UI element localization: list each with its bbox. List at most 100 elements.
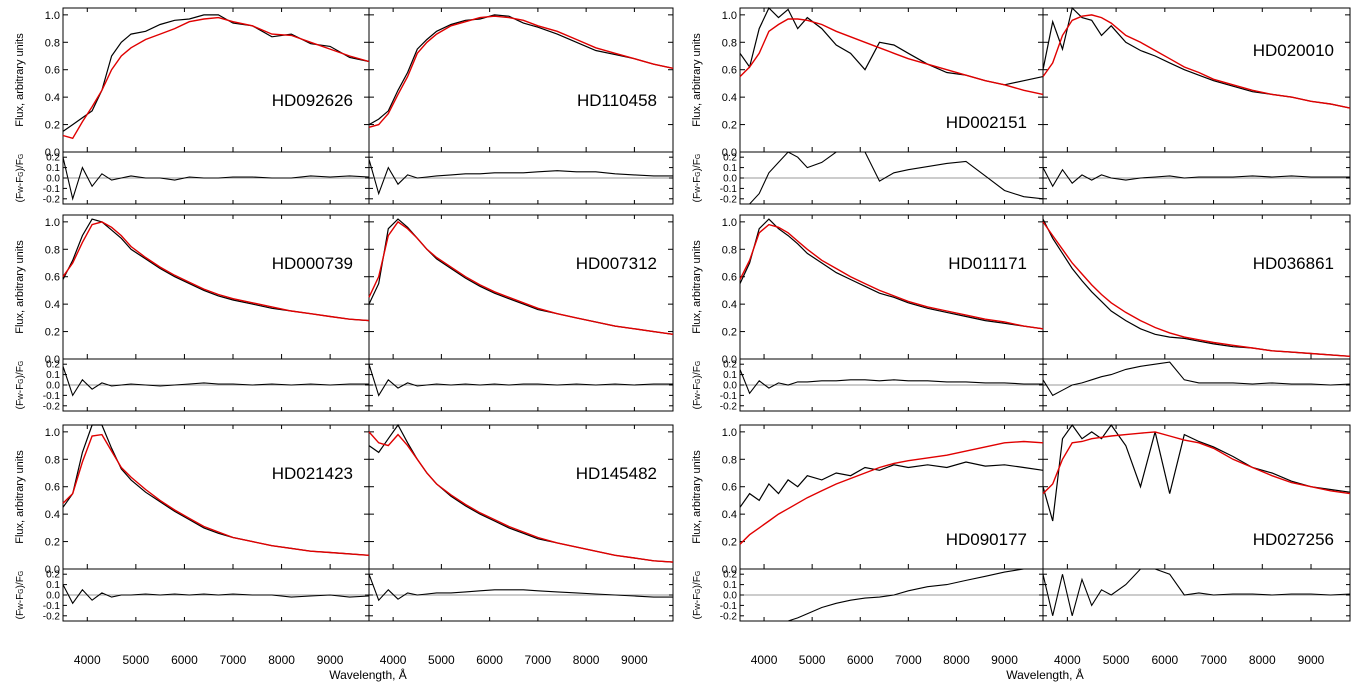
model-spectrum-line <box>62 16 370 140</box>
axis-text: -F <box>15 177 26 186</box>
y-tick-label: 0.1 <box>723 370 737 381</box>
x-axis-title: Wavelength, Å <box>1006 667 1084 682</box>
x-tick-label: 8000 <box>573 653 600 667</box>
axis-subscript: G <box>695 171 702 176</box>
y-tick-label: 0.6 <box>45 65 60 77</box>
model-spectrum-line <box>368 431 674 563</box>
y-tick-label: 0.8 <box>45 454 60 466</box>
y-tick-label: 0.0 <box>46 174 60 185</box>
y-tick-label: 0.2 <box>46 570 60 581</box>
y-tick-label: 0.0 <box>46 591 60 602</box>
x-tick-label: 7000 <box>895 653 922 667</box>
y-tick-label: 0.0 <box>722 147 737 159</box>
y-tick-label: 0.6 <box>722 482 737 494</box>
y-tick-label: 1.0 <box>45 10 60 22</box>
axis-text: )/F <box>692 366 703 378</box>
y-tick-label: -0.1 <box>720 601 738 612</box>
y-tick-label: 0.1 <box>46 580 60 591</box>
observed-spectrum-line <box>62 14 370 132</box>
axis-subscript: G <box>695 154 702 159</box>
observed-spectrum-line <box>1042 423 1351 522</box>
y-tick-label: 1.0 <box>45 217 60 229</box>
y-tick-label: 0.0 <box>45 354 60 366</box>
y-tick-label: 0.2 <box>46 153 60 164</box>
model-spectrum-line <box>1042 221 1351 357</box>
observed-spectrum-line <box>739 218 1044 330</box>
axis-subscript: G <box>18 171 25 176</box>
y-tick-label: 0.4 <box>45 509 60 521</box>
residual-line <box>62 584 370 605</box>
model-spectrum-line <box>368 15 674 128</box>
axis-subscript: W <box>695 603 702 610</box>
x-tick-label: 5000 <box>799 653 826 667</box>
y-tick-label: 0.1 <box>723 580 737 591</box>
flux-axis-title: Flux, arbitrary units <box>691 240 703 334</box>
y-tick-label: -0.2 <box>43 194 61 205</box>
y-tick-label: 0.8 <box>45 244 60 256</box>
y-tick-label: 0.8 <box>45 37 60 49</box>
y-tick-label: -0.1 <box>720 391 738 402</box>
y-tick-label: 0.0 <box>723 381 737 392</box>
observed-spectrum-line <box>62 424 370 556</box>
y-tick-label: -0.2 <box>43 611 61 622</box>
axis-subscript: W <box>695 186 702 193</box>
x-tick-label: 8000 <box>943 653 970 667</box>
flux-frame <box>739 214 1044 360</box>
axis-subscript: G <box>695 571 702 576</box>
y-tick-label: 0.2 <box>723 153 737 164</box>
y-tick-label: 0.6 <box>722 272 737 284</box>
y-tick-label: 1.0 <box>722 427 737 439</box>
y-tick-label: 0.8 <box>722 244 737 256</box>
y-tick-label: 0.4 <box>722 299 737 311</box>
observed-spectrum-line <box>739 461 1044 508</box>
x-tick-label: 5000 <box>1103 653 1130 667</box>
residual-line <box>62 366 369 397</box>
residual-line <box>739 369 1043 395</box>
x-tick-label: 9000 <box>621 653 648 667</box>
x-tick-label: 4000 <box>751 653 778 667</box>
y-tick-label: 0.6 <box>722 65 737 77</box>
y-tick-label: 1.0 <box>722 217 737 229</box>
y-tick-label: 0.0 <box>46 381 60 392</box>
y-tick-label: 0.2 <box>722 120 737 132</box>
axis-text: (F <box>15 610 26 619</box>
star-label: HD021423 <box>272 464 353 483</box>
star-label: HD002151 <box>946 113 1027 132</box>
y-tick-label: 0.1 <box>723 163 737 174</box>
flux-frame <box>368 424 674 570</box>
y-tick-label: -0.2 <box>720 194 738 205</box>
residual-axis-title: (FW-FG)/FG <box>15 361 26 410</box>
y-tick-label: 0.4 <box>45 92 60 104</box>
axis-subscript: G <box>695 588 702 593</box>
model-spectrum-line <box>739 440 1044 545</box>
residual-line <box>368 364 673 397</box>
axis-text: -F <box>692 384 703 393</box>
y-tick-label: 0.1 <box>46 370 60 381</box>
residual-axis-title: (FW-FG)/FG <box>692 571 703 620</box>
axis-text: (F <box>15 193 26 202</box>
y-tick-label: 0.2 <box>723 360 737 371</box>
x-tick-label: 6000 <box>847 653 874 667</box>
y-tick-label: -0.1 <box>43 601 61 612</box>
axis-subscript: G <box>18 378 25 383</box>
residual-line <box>368 574 673 602</box>
x-tick-label: 6000 <box>1151 653 1178 667</box>
star-label: HD027256 <box>1253 530 1334 549</box>
residual-line <box>740 568 1043 622</box>
observed-spectrum-line <box>1042 218 1351 357</box>
y-tick-label: 0.0 <box>722 564 737 576</box>
axis-text: -F <box>692 594 703 603</box>
flux-frame <box>62 214 370 360</box>
y-tick-label: -0.1 <box>43 184 61 195</box>
x-tick-label: 4000 <box>380 653 407 667</box>
residual-axis-title: (FW-FG)/FG <box>15 571 26 620</box>
residual-axis-title: (FW-FG)/FG <box>692 154 703 203</box>
x-tick-label: 6000 <box>171 653 198 667</box>
y-tick-label: -0.1 <box>720 184 738 195</box>
model-spectrum-line <box>62 433 370 556</box>
axis-text: -F <box>692 177 703 186</box>
model-spectrum-line <box>1042 431 1351 495</box>
x-tick-label: 9000 <box>991 653 1018 667</box>
model-spectrum-line <box>62 221 370 322</box>
star-label: HD007312 <box>576 254 657 273</box>
